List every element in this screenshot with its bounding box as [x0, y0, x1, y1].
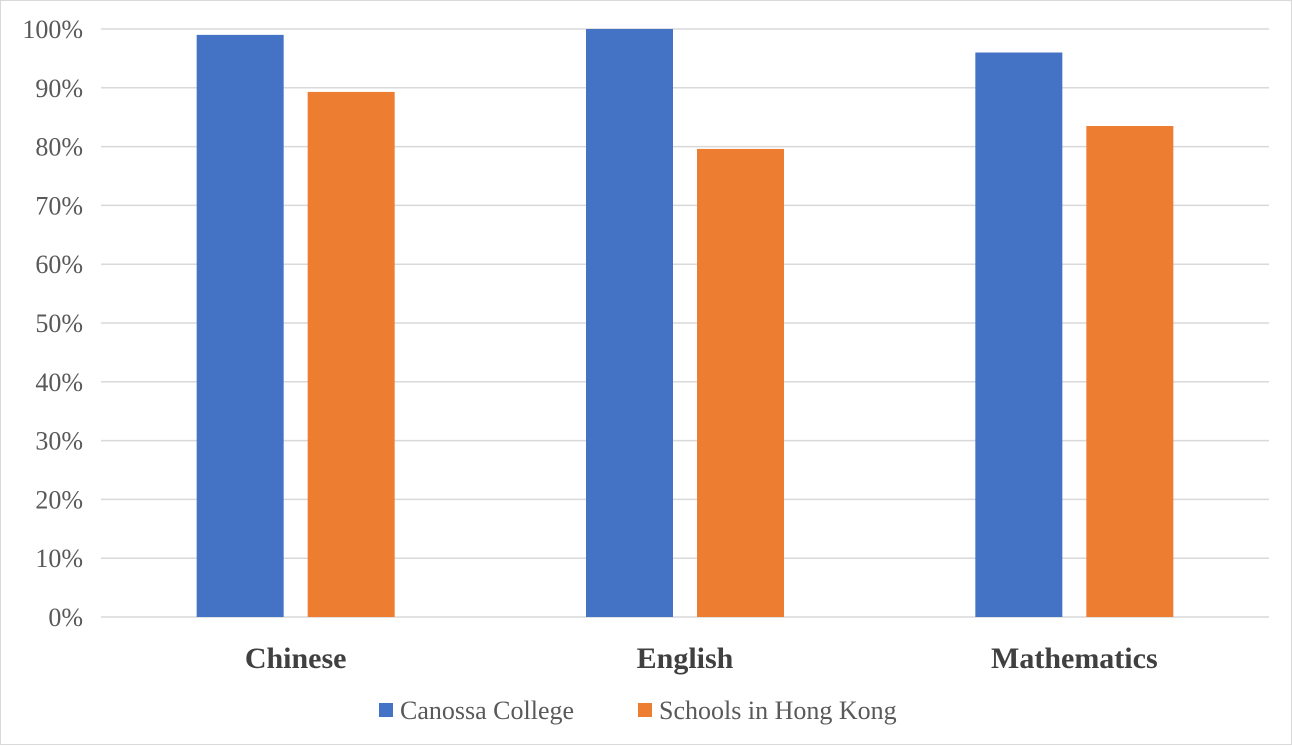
y-tick-label: 20% — [35, 485, 83, 514]
y-tick-label: 50% — [35, 309, 83, 338]
legend-label: Canossa College — [400, 696, 574, 725]
legend: Canossa College Schools in Hong Kong — [379, 696, 897, 725]
bar-canossa-college-english — [586, 29, 673, 617]
y-tick-label: 70% — [35, 191, 83, 220]
bars — [196, 29, 1174, 618]
y-tick-label: 30% — [35, 427, 83, 456]
y-tick-label: 90% — [35, 74, 83, 103]
bar-schools-in-hong-kong-english — [697, 148, 784, 617]
y-tick-label: 40% — [35, 368, 83, 397]
bar-canossa-college-chinese — [196, 34, 284, 617]
y-tick-label: 100% — [22, 15, 83, 44]
x-category-label: English — [637, 642, 734, 675]
bar-canossa-college-mathematics — [975, 52, 1063, 617]
gridlines — [101, 28, 1269, 618]
legend-swatch — [638, 703, 652, 717]
y-axis-ticks: 0% 10% 20% 30% 40% 50% 60% 70% 80% 90% 100% — [22, 15, 83, 632]
y-tick-label: 80% — [35, 133, 83, 162]
bar-schools-in-hong-kong-chinese — [307, 91, 395, 617]
y-tick-label: 10% — [35, 544, 83, 573]
y-tick-label: 0% — [48, 603, 83, 632]
x-axis-categories: Chinese English Mathematics — [245, 642, 1158, 675]
y-tick-label: 60% — [35, 250, 83, 279]
legend-swatch — [379, 703, 393, 717]
legend-label: Schools in Hong Kong — [659, 696, 897, 725]
x-category-label: Chinese — [245, 642, 347, 675]
bar-schools-in-hong-kong-mathematics — [1086, 126, 1174, 618]
x-category-label: Mathematics — [991, 642, 1158, 675]
